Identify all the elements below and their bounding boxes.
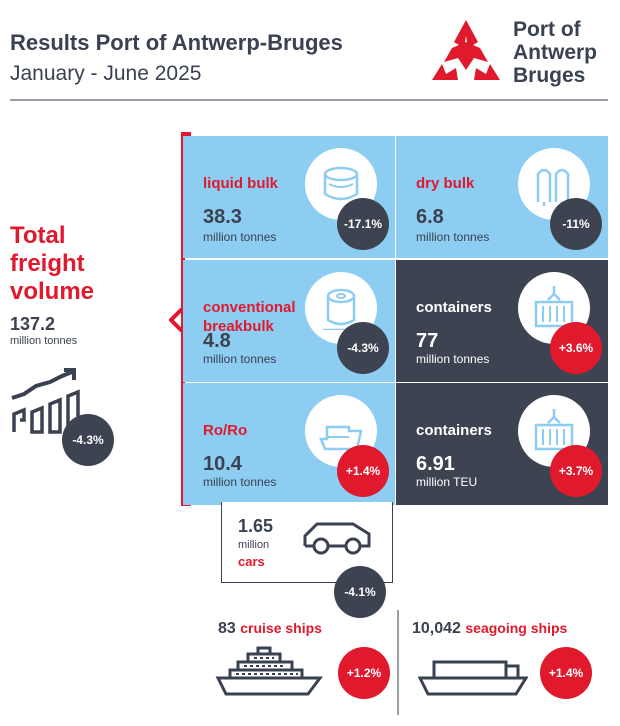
tile-conventional-breakbulk: conventional breakbulk 4.8 million tonne…: [183, 260, 395, 382]
logo-text: Port of Antwerp Bruges: [513, 18, 597, 87]
tile-value: 10.4: [203, 453, 242, 475]
logo-line: Bruges: [513, 64, 586, 87]
tile-value: 38.3: [203, 206, 242, 228]
page-title: Results Port of Antwerp-Bruges: [10, 30, 343, 55]
total-value: 137.2: [10, 314, 56, 334]
header-divider: [10, 99, 608, 101]
tile-value: 6.91: [416, 453, 455, 475]
growth-chart-icon: [11, 368, 80, 434]
seagoing-ships-name: seagoing ships: [465, 620, 568, 636]
total-unit: million tonnes: [10, 335, 78, 347]
tile-value: 6.8: [416, 206, 444, 228]
change-badge: +3.6%: [550, 322, 602, 374]
change-badge: +3.7%: [550, 445, 602, 497]
port-logo-icon: [432, 20, 500, 80]
total-freight-label: Total freight volume: [10, 222, 95, 305]
tile-unit: million tonnes: [203, 230, 277, 244]
cars-unit: million: [238, 539, 270, 551]
tile-value: 77: [416, 330, 439, 352]
cars-change-badge: -4.1%: [334, 566, 386, 618]
tile-unit: million tonnes: [203, 475, 277, 489]
tile-name: containers: [416, 422, 492, 439]
tile-unit: million tonnes: [416, 230, 490, 244]
tile-value: 4.8: [203, 330, 231, 352]
change-badge: -11%: [550, 198, 602, 250]
bottom-divider: [397, 610, 399, 715]
tile-unit: million tonnes: [416, 352, 490, 366]
seagoing-ships-value: 10,042: [412, 620, 461, 637]
tile-name: Ro/Ro: [203, 422, 248, 439]
tile-liquid-bulk: liquid bulk 38.3 million tonnes -17.1%: [183, 136, 395, 258]
seagoing-ships-line: 10,042 seagoing ships: [412, 620, 567, 638]
logo-line: Antwerp: [513, 41, 597, 64]
tile-name: dry bulk: [416, 175, 475, 192]
tile-name: conventional breakbulk: [203, 299, 296, 335]
bracket-top: [181, 132, 191, 136]
tile-containers-teu: containers 6.91 million TEU +3.7%: [396, 383, 608, 505]
cruise-ships-name: cruise ships: [240, 620, 322, 636]
tile-unit: million tonnes: [203, 352, 277, 366]
tile-name: containers: [416, 299, 492, 316]
tile-roro: Ro/Ro 10.4 million tonnes +1.4%: [183, 383, 395, 505]
cruise-change-badge: +1.2%: [338, 647, 390, 699]
cargo-ship-icon: [418, 660, 528, 696]
cars-name: cars: [238, 554, 265, 569]
change-badge: -17.1%: [337, 198, 389, 250]
cruise-ships-line: 83 cruise ships: [218, 620, 322, 638]
cars-value: 1.65: [238, 516, 274, 536]
tile-containers-tonnes: containers 77 million tonnes +3.6%: [396, 260, 608, 382]
car-icon: [303, 522, 371, 555]
cruise-ship-icon: [215, 646, 323, 696]
cruise-ships-value: 83: [218, 620, 236, 637]
change-badge: +1.4%: [337, 445, 389, 497]
tile-dry-bulk: dry bulk 6.8 million tonnes -11%: [396, 136, 608, 258]
tile-name: liquid bulk: [203, 175, 278, 192]
change-badge: -4.3%: [337, 322, 389, 374]
page-subtitle: January - June 2025: [10, 62, 202, 85]
seagoing-change-badge: +1.4%: [540, 647, 592, 699]
total-change-badge: -4.3%: [62, 414, 114, 466]
bracket-notch: [169, 308, 185, 332]
logo-line: Port of: [513, 18, 581, 41]
tile-unit: million TEU: [416, 475, 478, 489]
